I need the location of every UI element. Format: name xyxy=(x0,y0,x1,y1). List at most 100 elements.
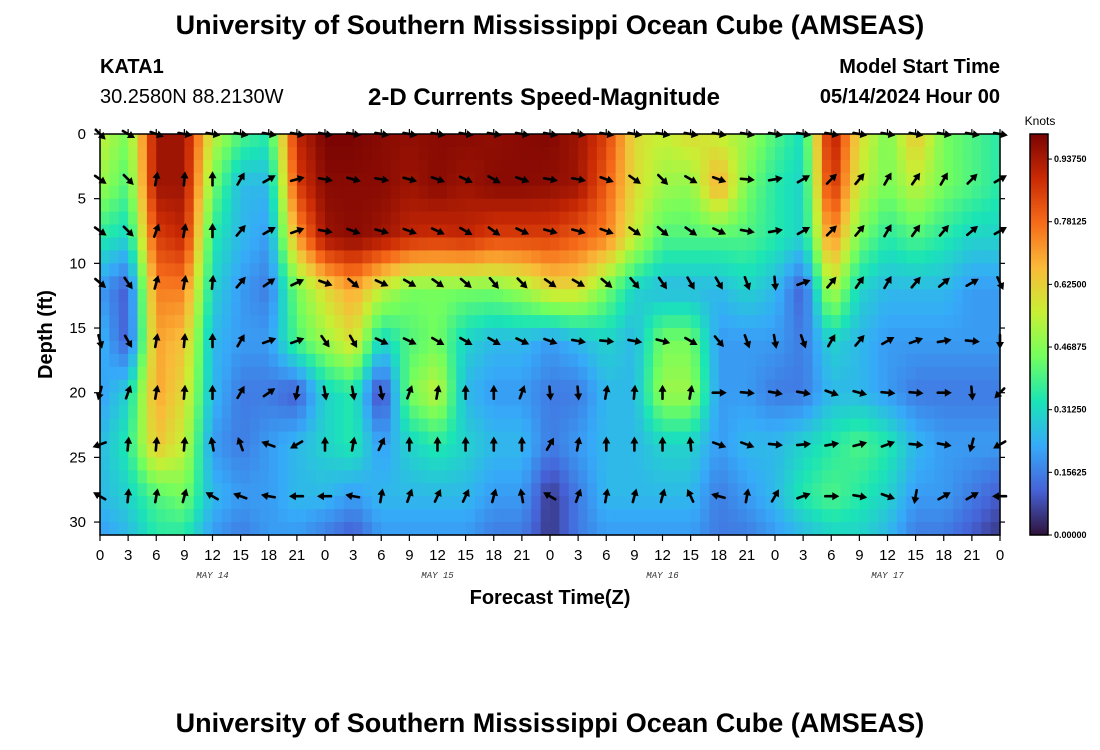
chart-title: 2-D Currents Speed-Magnitude xyxy=(368,84,721,111)
heatmap-cell xyxy=(306,379,317,394)
heatmap-cell xyxy=(259,470,270,484)
heatmap-cell xyxy=(371,146,382,161)
heatmap-cell xyxy=(362,198,373,213)
current-arrow xyxy=(546,385,555,401)
heatmap-cell xyxy=(550,392,560,407)
x-axis-title: Forecast Time(Z) xyxy=(470,587,631,609)
heatmap-cell xyxy=(531,483,542,497)
heatmap-cell xyxy=(868,457,879,471)
heatmap-cell xyxy=(690,159,701,174)
heatmap-cell xyxy=(512,353,523,368)
heatmap-cell xyxy=(137,237,148,252)
heatmap-cell xyxy=(418,496,429,510)
heatmap-cell xyxy=(231,146,242,161)
heatmap-cell xyxy=(390,328,401,342)
current-arrow xyxy=(374,337,389,346)
heatmap-cell xyxy=(793,159,804,174)
heatmap-cell xyxy=(559,418,570,433)
heatmap-cell xyxy=(193,211,204,226)
heatmap-cell xyxy=(662,483,673,497)
heatmap-cell xyxy=(353,431,364,446)
heatmap-cell xyxy=(990,353,1001,368)
heatmap-cell xyxy=(568,146,579,161)
heatmap-cell xyxy=(521,340,532,355)
heatmap-cell xyxy=(643,366,654,381)
current-arrow xyxy=(574,436,583,452)
heatmap-cell xyxy=(175,379,185,394)
heatmap-cell xyxy=(231,353,242,368)
heatmap-cell xyxy=(118,146,129,161)
heatmap-cell xyxy=(915,224,926,239)
heatmap-cell xyxy=(184,237,195,252)
heatmap-cell xyxy=(203,211,214,226)
heatmap-cell xyxy=(765,444,776,458)
heatmap-cell xyxy=(653,198,664,213)
heatmap-cell xyxy=(203,263,214,277)
heatmap-cell xyxy=(803,302,814,316)
heatmap-cell xyxy=(596,134,607,148)
heatmap-cell xyxy=(709,237,720,252)
heatmap-cell xyxy=(296,340,307,355)
heatmap-cell xyxy=(596,444,607,458)
heatmap-cell xyxy=(212,340,223,355)
heatmap-cell xyxy=(971,496,982,510)
heatmap-cell xyxy=(793,418,804,433)
heatmap-cell xyxy=(371,496,382,510)
heatmap-cell xyxy=(953,237,964,252)
heatmap-cell xyxy=(634,302,645,316)
heatmap-cell xyxy=(878,134,889,148)
heatmap-cell xyxy=(146,353,157,368)
heatmap-cell xyxy=(887,522,898,536)
heatmap-cell xyxy=(400,522,410,536)
heatmap-cell xyxy=(962,353,973,368)
heatmap-cell xyxy=(606,353,617,368)
heatmap-cell xyxy=(990,302,1001,316)
heatmap-cell xyxy=(700,418,710,433)
current-arrow xyxy=(262,175,276,184)
heatmap-cell xyxy=(128,353,139,368)
heatmap-cell xyxy=(559,159,570,174)
heatmap-cell xyxy=(128,392,139,407)
heatmap-cell xyxy=(334,470,345,484)
heatmap-cell xyxy=(662,211,673,226)
heatmap-cell xyxy=(709,146,720,161)
heatmap-cell xyxy=(250,392,260,407)
heatmap-cell xyxy=(259,146,270,161)
heatmap-cell xyxy=(775,379,785,394)
heatmap-cell xyxy=(240,431,251,446)
heatmap-cell xyxy=(446,418,457,433)
heatmap-cell xyxy=(990,289,1001,303)
heatmap-cell xyxy=(887,509,898,523)
heatmap-cell xyxy=(184,405,195,420)
heatmap-cell xyxy=(784,134,795,148)
heatmap-cell xyxy=(353,340,364,355)
heatmap-cell xyxy=(456,263,467,277)
heatmap-cell xyxy=(756,146,767,161)
heatmap-cell xyxy=(465,353,476,368)
current-arrow xyxy=(317,492,333,501)
heatmap-cell xyxy=(109,328,120,342)
heatmap-cell xyxy=(353,159,364,174)
heatmap-cell xyxy=(231,522,242,536)
heatmap-cell xyxy=(896,496,907,510)
heatmap-cell xyxy=(878,457,889,471)
heatmap-cell xyxy=(465,289,476,303)
heatmap-cell xyxy=(840,418,851,433)
heatmap-cell xyxy=(971,470,982,484)
heatmap-cell xyxy=(925,302,935,316)
heatmap-cell xyxy=(906,366,917,381)
heatmap-cell xyxy=(737,198,748,213)
heatmap-cell xyxy=(765,185,776,200)
heatmap-cell xyxy=(390,522,401,536)
heatmap-cell xyxy=(906,340,917,355)
heatmap-cell xyxy=(578,315,589,329)
heatmap-cell xyxy=(240,418,251,433)
heatmap-cell xyxy=(278,496,289,510)
heatmap-cell xyxy=(634,224,645,239)
heatmap-cell xyxy=(784,315,795,329)
heatmap-cell xyxy=(971,392,982,407)
heatmap-cell xyxy=(540,276,551,290)
heatmap-cell xyxy=(409,289,420,303)
heatmap-cell xyxy=(278,509,289,523)
heatmap-cell xyxy=(268,159,279,174)
